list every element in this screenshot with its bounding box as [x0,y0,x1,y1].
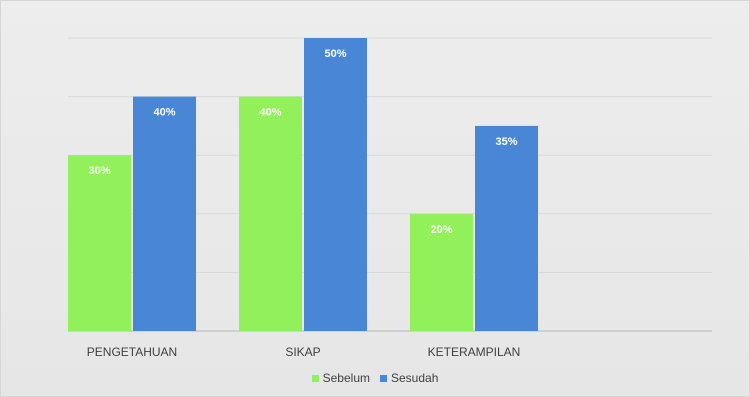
bars [68,38,538,332]
data-label-sesudah-sikap: 50% [324,48,346,60]
data-label-sesudah-pengetahuan: 40% [153,107,175,119]
bar-sebelum-sikap [239,96,302,331]
bar-sebelum-keterampilan [410,213,473,331]
data-label-sesudah-keterampilan: 35% [495,136,517,148]
bar-sebelum-pengetahuan [68,155,131,331]
category-label: SIKAP [285,345,320,359]
data-label-sebelum-keterampilan: 20% [430,224,452,236]
legend-item-sebelum: Sebelum [311,371,370,385]
legend-swatch-sebelum [311,374,319,382]
legend: Sebelum Sesudah [0,368,750,388]
legend-item-sesudah: Sesudah [380,371,438,385]
bar-sesudah-keterampilan [475,125,538,332]
data-label-sebelum-sikap: 40% [259,107,281,119]
legend-label-sebelum: Sebelum [322,371,370,385]
category-label: KETERAMPILAN [428,345,521,359]
bar-sesudah-pengetahuan [133,96,196,331]
legend-label-sesudah: Sesudah [391,371,439,385]
legend-swatch-sesudah [380,374,387,382]
data-label-sebelum-pengetahuan: 30% [88,165,110,177]
category-labels: PENGETAHUAN SIKAP KETERAMPILAN [87,345,521,359]
bar-sesudah-sikap [304,38,367,331]
category-label: PENGETAHUAN [87,345,177,359]
data-labels: 30% 40% 40% 50% 20% 35% [88,48,517,236]
